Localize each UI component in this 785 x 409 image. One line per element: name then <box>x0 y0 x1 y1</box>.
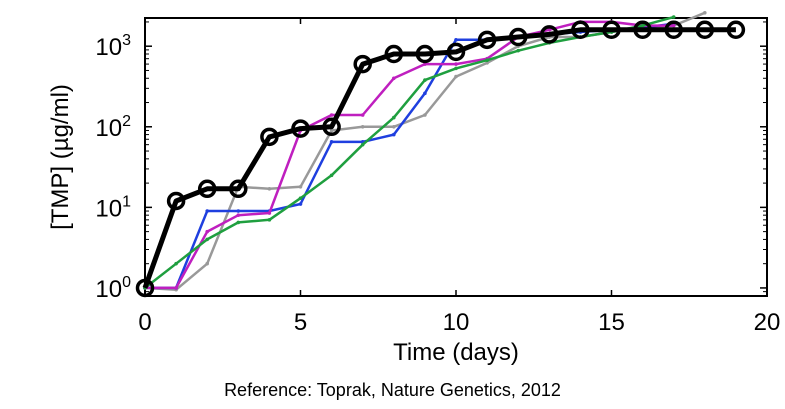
data-point-2 <box>174 286 178 290</box>
data-point-2 <box>454 62 458 66</box>
data-point-4 <box>726 20 746 40</box>
data-point-2 <box>205 229 209 234</box>
x-tick-label: 10 <box>443 309 470 336</box>
y-tick-label: 102 <box>95 113 131 142</box>
data-point-0 <box>267 186 272 191</box>
data-point-0 <box>423 113 427 117</box>
data-point-2 <box>236 213 241 217</box>
x-axis-title: Time (days) <box>393 339 519 366</box>
data-point-4 <box>384 44 404 64</box>
data-point-0 <box>703 10 707 15</box>
x-tick-label: 20 <box>754 309 781 336</box>
data-point-1 <box>454 38 458 42</box>
data-point-1 <box>298 202 303 206</box>
data-point-4 <box>166 191 186 211</box>
x-tick-label: 0 <box>138 309 151 336</box>
data-point-4 <box>664 20 683 40</box>
data-point-0 <box>392 124 396 129</box>
x-tick-label: 15 <box>598 309 625 336</box>
data-point-4 <box>291 119 310 138</box>
data-point-3 <box>236 220 241 225</box>
data-point-0 <box>329 128 334 133</box>
data-point-3 <box>174 261 178 266</box>
y-axis-title: [TMP] (µg/ml) <box>47 84 74 230</box>
reference-caption: Reference: Toprak, Nature Genetics, 2012 <box>0 380 785 401</box>
data-point-4 <box>260 127 279 147</box>
data-point-0 <box>485 61 489 65</box>
data-point-4 <box>353 54 372 74</box>
data-point-0 <box>205 261 209 266</box>
data-point-1 <box>423 91 427 96</box>
data-point-3 <box>329 173 334 178</box>
data-point-2 <box>267 211 272 215</box>
data-point-2 <box>547 27 552 32</box>
data-point-0 <box>454 74 458 79</box>
data-point-4 <box>571 20 590 40</box>
y-tick-label: 100 <box>95 274 131 303</box>
data-point-0 <box>360 124 365 129</box>
data-point-0 <box>298 184 303 189</box>
data-point-4 <box>197 179 217 199</box>
data-point-4 <box>415 44 435 64</box>
data-point-4 <box>508 27 528 47</box>
y-tick-label: 103 <box>95 32 131 61</box>
data-point-2 <box>360 113 365 117</box>
data-point-2 <box>671 23 676 28</box>
data-point-1 <box>236 209 241 213</box>
reference-label: Reference: <box>224 380 313 400</box>
data-point-3 <box>485 58 489 63</box>
data-point-3 <box>267 218 272 222</box>
data-point-4 <box>540 25 559 44</box>
data-point-3 <box>423 78 427 82</box>
data-point-2 <box>392 76 396 81</box>
data-point-4 <box>135 278 155 298</box>
data-point-3 <box>392 115 396 120</box>
reference-text: Toprak, Nature Genetics, 2012 <box>312 380 561 400</box>
data-point-1 <box>392 132 396 137</box>
data-point-3 <box>454 66 458 71</box>
series-line-1 <box>145 22 674 290</box>
data-point-4 <box>633 20 652 40</box>
data-point-1 <box>205 209 209 213</box>
data-point-3 <box>360 142 365 147</box>
data-point-2 <box>329 113 334 117</box>
data-point-3 <box>671 15 676 19</box>
data-point-1 <box>329 140 334 144</box>
data-point-4 <box>446 42 466 62</box>
data-point-3 <box>640 23 645 28</box>
data-point-4 <box>602 20 621 40</box>
data-point-3 <box>298 196 303 200</box>
data-point-3 <box>516 48 520 53</box>
data-point-4 <box>322 117 341 137</box>
series-line-4 <box>142 27 736 289</box>
data-point-4 <box>229 179 248 199</box>
data-point-4 <box>695 20 715 40</box>
x-tick-label: 5 <box>294 309 307 336</box>
series-line-3 <box>144 15 675 289</box>
data-point-4 <box>477 30 497 50</box>
tmp-resistance-chart: 0 5 10 15 20 100 101 102 103 Time (days) [TMP] (… <box>47 10 781 366</box>
series-line-2 <box>145 20 674 290</box>
y-tick-label: 101 <box>95 193 131 222</box>
data-point-3 <box>205 237 209 242</box>
